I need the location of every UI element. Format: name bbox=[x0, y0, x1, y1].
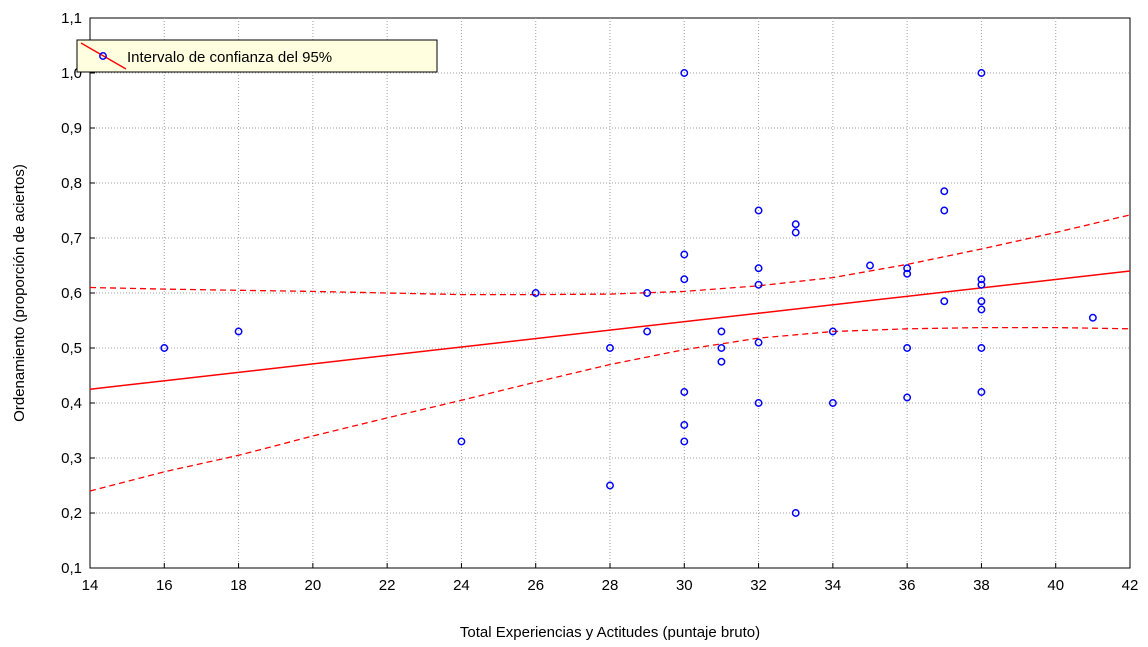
x-tick-label: 28 bbox=[602, 577, 619, 594]
data-point bbox=[680, 69, 689, 77]
x-tick-label: 16 bbox=[156, 577, 173, 594]
data-point bbox=[754, 338, 763, 347]
regression-line bbox=[89, 270, 1131, 390]
x-tick-label: 40 bbox=[1047, 577, 1064, 594]
data-point bbox=[977, 297, 986, 306]
y-tick-label: 0,3 bbox=[61, 450, 82, 467]
x-tick-label: 24 bbox=[453, 577, 470, 594]
data-point bbox=[643, 289, 652, 297]
grid bbox=[90, 18, 1130, 568]
x-tick-label: 38 bbox=[973, 577, 990, 594]
data-point bbox=[160, 344, 169, 352]
data-point bbox=[903, 269, 912, 278]
ci-lower-line bbox=[89, 326, 1131, 492]
data-point bbox=[940, 187, 949, 196]
x-tick-label: 26 bbox=[527, 577, 544, 594]
x-tick-label: 30 bbox=[676, 577, 693, 594]
data-point bbox=[606, 481, 614, 490]
data-point bbox=[1088, 313, 1097, 322]
x-axis-title: Total Experiencias y Actitudes (puntaje … bbox=[460, 624, 760, 641]
confidence-interval bbox=[89, 214, 1131, 492]
data-point bbox=[903, 344, 912, 352]
y-axis-ticks: 0,10,20,30,40,50,60,70,80,91,01,1 bbox=[61, 10, 95, 577]
data-point bbox=[977, 305, 986, 314]
data-point bbox=[828, 399, 837, 407]
legend-label: Intervalo de confianza del 95% bbox=[127, 49, 332, 66]
data-point bbox=[977, 280, 986, 289]
y-tick-label: 0,9 bbox=[61, 120, 82, 137]
data-point bbox=[866, 261, 874, 270]
x-tick-label: 20 bbox=[305, 577, 322, 594]
data-point bbox=[717, 344, 726, 352]
legend-box bbox=[76, 39, 438, 73]
data-point bbox=[754, 264, 763, 273]
x-tick-label: 32 bbox=[750, 577, 767, 594]
y-tick-label: 1,1 bbox=[61, 10, 82, 27]
data-point bbox=[680, 437, 689, 446]
y-tick-label: 0,6 bbox=[61, 285, 82, 302]
data-point bbox=[828, 327, 837, 336]
data-point bbox=[717, 357, 726, 366]
legend-line-swatch bbox=[80, 42, 127, 70]
data-point bbox=[717, 327, 726, 336]
data-point bbox=[977, 69, 986, 77]
data-points bbox=[160, 69, 1097, 517]
data-point bbox=[791, 220, 800, 229]
data-point bbox=[754, 399, 763, 407]
data-point bbox=[754, 280, 763, 289]
y-tick-label: 0,4 bbox=[61, 395, 82, 412]
data-point bbox=[791, 509, 800, 517]
y-tick-label: 0,7 bbox=[61, 230, 82, 247]
data-point bbox=[234, 327, 243, 336]
data-point bbox=[791, 228, 800, 237]
data-point bbox=[680, 421, 689, 429]
data-point bbox=[977, 344, 986, 352]
data-point bbox=[606, 344, 614, 352]
x-tick-label: 14 bbox=[82, 577, 99, 594]
y-tick-label: 0,8 bbox=[61, 175, 82, 192]
x-tick-label: 18 bbox=[230, 577, 247, 594]
x-tick-label: 42 bbox=[1122, 577, 1139, 594]
legend-point-swatch bbox=[99, 52, 107, 60]
x-tick-label: 22 bbox=[379, 577, 396, 594]
y-tick-label: 0,1 bbox=[61, 560, 82, 577]
ci-upper-line bbox=[89, 214, 1131, 296]
data-point bbox=[940, 206, 949, 215]
data-point bbox=[940, 297, 949, 306]
regression-line-group bbox=[89, 270, 1131, 390]
data-point bbox=[903, 393, 912, 402]
data-point bbox=[754, 206, 763, 215]
legend: Intervalo de confianza del 95% bbox=[76, 39, 438, 73]
data-point bbox=[680, 388, 689, 396]
data-point bbox=[977, 275, 986, 284]
x-tick-label: 34 bbox=[825, 577, 842, 594]
y-axis-title: Ordenamiento (proporción de aciertos) bbox=[11, 164, 28, 422]
data-point bbox=[680, 275, 689, 284]
data-point bbox=[903, 264, 912, 273]
data-point bbox=[457, 437, 466, 446]
x-tick-label: 36 bbox=[899, 577, 916, 594]
data-point bbox=[531, 289, 540, 297]
data-point bbox=[643, 327, 652, 336]
data-point bbox=[977, 388, 986, 396]
y-tick-label: 0,5 bbox=[61, 340, 82, 357]
data-point bbox=[680, 250, 689, 259]
y-tick-label: 0,2 bbox=[61, 505, 82, 522]
x-axis-ticks: 14 16 18 20 22 24 26 28 30 32 34 36 38 40 42 bbox=[82, 563, 1139, 594]
